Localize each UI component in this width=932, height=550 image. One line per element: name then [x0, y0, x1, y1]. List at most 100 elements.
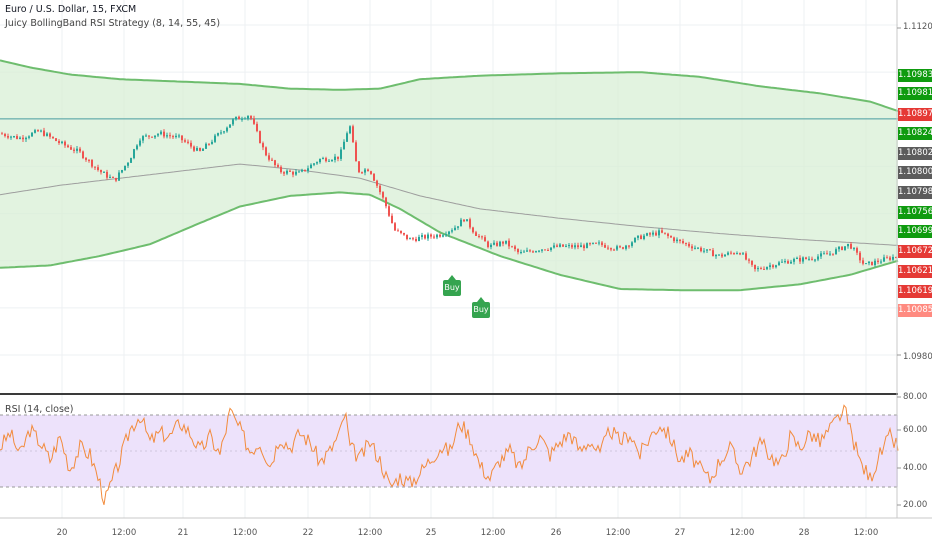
candle-body: [310, 164, 312, 169]
candle-body: [793, 258, 795, 262]
price-tag: 1.10699: [898, 225, 932, 238]
candle-body: [757, 268, 759, 270]
candle-body: [223, 131, 225, 133]
bollinger-band-fill: [0, 60, 898, 291]
candle-body: [628, 245, 630, 247]
candle-body: [376, 180, 378, 186]
time-axis-label: 12:00: [480, 528, 506, 538]
candle-body: [379, 185, 381, 193]
candle-body: [541, 249, 543, 251]
candle-body: [346, 133, 348, 142]
candle-body: [232, 119, 234, 125]
candle-body: [847, 243, 849, 247]
candle-body: [163, 131, 165, 137]
candle-body: [853, 248, 855, 250]
candle-body: [745, 253, 747, 260]
buy-signal-marker[interactable]: Buy: [443, 275, 461, 296]
candle-body: [154, 135, 156, 138]
candle-body: [889, 257, 891, 260]
candle-body: [886, 257, 888, 259]
candle-body: [682, 241, 684, 244]
candle-body: [448, 231, 450, 235]
rsi-axis-tick-label: 20.00: [903, 500, 928, 510]
candle-body: [67, 145, 69, 148]
price-tag: 1.10085: [898, 304, 932, 317]
candle-body: [649, 233, 651, 235]
candle-body: [469, 219, 471, 228]
candle-body: [304, 169, 306, 171]
time-axis-label: 12:00: [605, 528, 631, 538]
candle-body: [502, 241, 504, 244]
candle-body: [655, 232, 657, 236]
candle-body: [196, 147, 198, 151]
candle-body: [118, 172, 120, 181]
candle-body: [49, 133, 51, 137]
candle-body: [421, 235, 423, 237]
strategy-title: Juicy BollingBand RSI Strategy (8, 14, 5…: [5, 18, 221, 29]
candle-body: [442, 235, 444, 237]
candle-body: [205, 143, 207, 149]
candle-body: [826, 253, 828, 255]
candle-body: [637, 235, 639, 238]
candle-body: [679, 239, 681, 242]
candle-body: [526, 250, 528, 252]
candle-body: [7, 136, 9, 138]
candle-body: [688, 243, 690, 247]
candle-body: [94, 166, 96, 168]
candle-body: [391, 215, 393, 224]
time-axis-label: 25: [425, 528, 437, 538]
candle-body: [895, 256, 897, 258]
candle-body: [400, 230, 402, 233]
candle-body: [271, 159, 273, 161]
candle-body: [832, 253, 834, 255]
candle-body: [613, 249, 615, 251]
candle-body: [298, 171, 300, 173]
candle-body: [25, 137, 27, 140]
candle-body: [880, 261, 882, 263]
candle-body: [370, 171, 372, 174]
candle-body: [19, 137, 21, 139]
candle-body: [82, 151, 84, 159]
candle-body: [712, 250, 714, 257]
candle-body: [607, 247, 609, 249]
candle-body: [499, 241, 501, 246]
candle-body: [238, 116, 240, 120]
candle-body: [31, 132, 33, 137]
candle-body: [259, 131, 261, 144]
candle-body: [691, 246, 693, 249]
candle-body: [799, 257, 801, 262]
candle-body: [253, 118, 255, 124]
candle-body: [301, 169, 303, 172]
candle-body: [583, 245, 585, 249]
candle-body: [199, 147, 201, 151]
time-axis-label: 12:00: [357, 528, 383, 538]
candle-body: [172, 136, 174, 138]
candle-body: [484, 237, 486, 242]
buy-signal-marker[interactable]: Buy: [472, 297, 490, 318]
candle-body: [340, 149, 342, 159]
candle-body: [343, 141, 345, 150]
candle-body: [874, 260, 876, 266]
candle-body: [877, 260, 879, 262]
candle-body: [511, 246, 513, 248]
candle-body: [478, 235, 480, 237]
candle-body: [565, 245, 567, 247]
candle-body: [646, 233, 648, 236]
time-axis-label: 27: [674, 528, 686, 538]
candle-body: [625, 245, 627, 249]
candle-body: [562, 244, 564, 247]
candle-body: [436, 234, 438, 238]
candle-body: [640, 235, 642, 240]
candle-body: [256, 123, 258, 132]
candle-body: [475, 232, 477, 236]
candle-body: [124, 165, 126, 170]
price-tag: 1.10798: [898, 186, 932, 199]
candle-body: [187, 141, 189, 143]
candle-body: [403, 232, 405, 235]
price-tag: 1.10981: [898, 87, 932, 100]
candle-body: [685, 243, 687, 245]
candle-body: [841, 246, 843, 250]
candle-body: [439, 234, 441, 237]
candle-body: [28, 136, 30, 138]
